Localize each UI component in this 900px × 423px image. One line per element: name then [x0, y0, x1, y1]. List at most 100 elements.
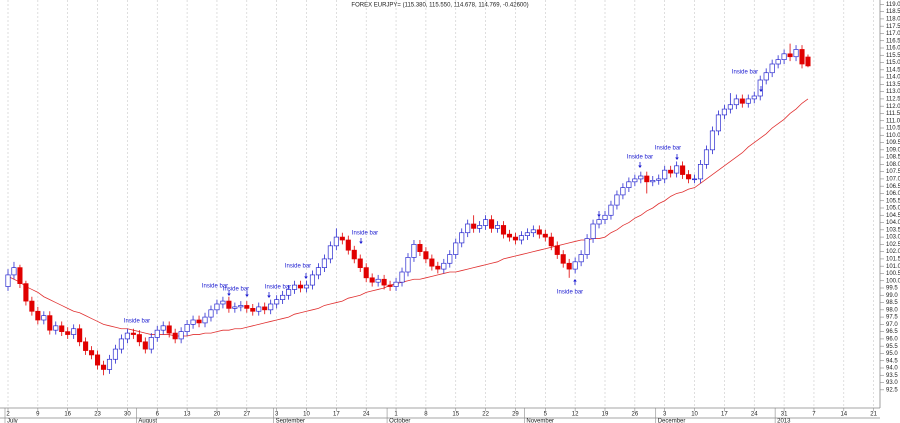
candle [166, 321, 172, 338]
candle-body [130, 332, 136, 335]
candle [668, 165, 674, 178]
y-tick-label: 94.0 [886, 366, 898, 372]
candle [59, 321, 65, 336]
candle-body [77, 328, 83, 343]
candle [471, 215, 477, 233]
x-tick-label: 27 [243, 412, 250, 418]
candle [268, 299, 274, 315]
candle-body [793, 49, 799, 58]
candle-body [208, 309, 214, 318]
candle-body [339, 236, 345, 241]
candle [65, 327, 71, 339]
candle-body [596, 219, 602, 225]
candle-body [566, 262, 572, 270]
y-tick-label: 112.0 [886, 104, 900, 110]
y-tick-label: 115.5 [886, 53, 900, 59]
candle-body [315, 267, 321, 276]
y-tick-label: 107.0 [886, 176, 900, 182]
month-label: December [658, 419, 686, 423]
candle [680, 161, 686, 179]
candle [662, 165, 668, 184]
candle [196, 315, 202, 328]
candle [274, 295, 280, 309]
candle [417, 240, 423, 256]
y-tick-label: 102.0 [886, 249, 900, 255]
x-tick-label: 1 [394, 412, 398, 418]
candle [494, 221, 501, 233]
candle [500, 221, 507, 239]
candle-body [53, 325, 59, 331]
annotation: Inside bar [627, 155, 653, 161]
candle-body [441, 262, 447, 270]
candle-body [697, 164, 704, 180]
candle-body [262, 306, 268, 311]
candle-body [632, 178, 638, 183]
arrow-head [638, 165, 642, 168]
candle [112, 344, 119, 364]
arrow-head [675, 157, 679, 160]
y-tick-label: 92.5 [886, 387, 898, 393]
candle-body [274, 299, 280, 305]
candle-body [483, 219, 489, 226]
candle-body [686, 174, 692, 180]
candle [94, 350, 101, 370]
x-tick-label: 21 [870, 412, 877, 418]
y-tick-label: 98.0 [886, 307, 898, 313]
candle [190, 315, 196, 329]
y-tick-label: 95.0 [886, 351, 898, 357]
candle-body [763, 72, 769, 81]
candle-body [787, 53, 793, 58]
arrow-head [267, 295, 271, 298]
y-tick-label: 104.0 [886, 220, 900, 226]
candle-body [542, 233, 548, 238]
x-tick-label: 6 [156, 412, 160, 418]
candle [208, 305, 214, 322]
candle [23, 280, 29, 306]
candle [512, 232, 519, 245]
candle-body [23, 283, 29, 302]
candle [739, 94, 745, 108]
candle [518, 231, 524, 245]
annotation: Inside bar [223, 287, 249, 293]
candle-body [268, 303, 274, 311]
candle [333, 228, 339, 251]
candle-body [232, 306, 238, 309]
y-tick-label: 96.0 [886, 336, 898, 342]
candle [775, 55, 781, 69]
candle [506, 229, 513, 242]
x-tick-label: 31 [781, 412, 788, 418]
candle [262, 302, 268, 315]
candle [686, 170, 692, 184]
candle [596, 215, 602, 229]
candle [674, 161, 680, 178]
arrow-head [304, 276, 308, 279]
candle [184, 320, 190, 336]
candle-body [357, 258, 363, 268]
candle [691, 174, 698, 184]
candle-body [59, 325, 65, 332]
candle-body [715, 114, 721, 132]
candle-body [662, 169, 668, 180]
candle [793, 45, 799, 62]
month-label: August [138, 419, 157, 423]
candle [626, 177, 632, 192]
y-tick-label: 111.0 [886, 118, 900, 124]
candle-body [739, 98, 745, 104]
candle [781, 49, 787, 64]
y-tick-label: 113.0 [886, 89, 900, 95]
candle [369, 273, 375, 287]
arrow-head [597, 214, 601, 217]
y-tick-label: 95.5 [886, 344, 898, 350]
candle-body [321, 258, 327, 268]
candle-body [608, 204, 614, 216]
x-tick-label: 17 [333, 412, 340, 418]
arrow-head [759, 89, 763, 92]
candle-body [691, 178, 698, 181]
candle [220, 296, 226, 309]
candle-body [375, 278, 381, 283]
candle-body [393, 281, 399, 287]
candle [47, 311, 53, 335]
candle [453, 238, 459, 259]
candle [232, 302, 238, 313]
y-tick-label: 109.0 [886, 147, 900, 153]
